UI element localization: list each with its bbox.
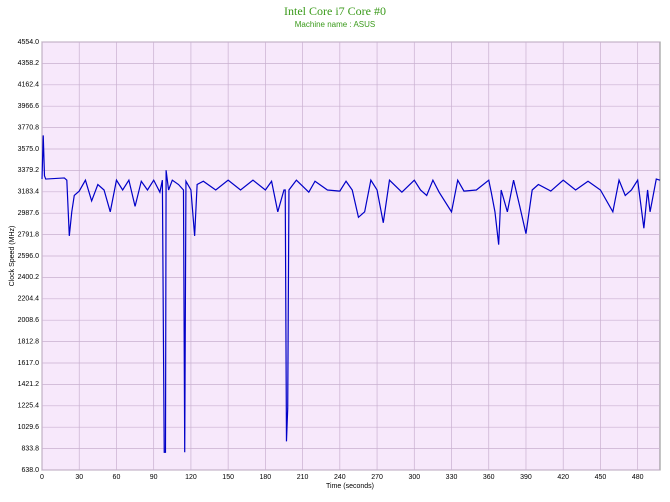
x-tick-label: 30 — [75, 474, 83, 481]
y-tick-label: 1617.0 — [18, 360, 40, 367]
y-tick-label: 4358.2 — [18, 60, 40, 67]
y-tick-label: 2987.6 — [18, 210, 40, 217]
y-tick-label: 1029.6 — [18, 424, 40, 431]
x-tick-label: 360 — [483, 474, 495, 481]
x-tick-label: 210 — [297, 474, 309, 481]
y-tick-label: 4554.0 — [18, 39, 40, 46]
y-tick-label: 2400.2 — [18, 274, 40, 281]
y-tick-label: 1421.2 — [18, 381, 40, 388]
y-tick-label: 3379.2 — [18, 167, 40, 174]
y-tick-label: 1812.8 — [18, 338, 40, 345]
x-tick-label: 180 — [260, 474, 272, 481]
y-tick-label: 2008.6 — [18, 317, 40, 324]
x-tick-label: 330 — [446, 474, 458, 481]
y-tick-label: 2791.8 — [18, 231, 40, 238]
x-tick-label: 300 — [408, 474, 420, 481]
chart-title: Intel Core i7 Core #0 — [284, 4, 386, 18]
y-tick-label: 3966.6 — [18, 103, 40, 110]
x-tick-label: 120 — [185, 474, 197, 481]
y-tick-label: 833.8 — [21, 445, 39, 452]
x-tick-label: 0 — [40, 474, 44, 481]
y-tick-label: 2596.0 — [18, 253, 40, 260]
y-tick-label: 1225.4 — [18, 403, 40, 410]
x-tick-label: 150 — [222, 474, 234, 481]
y-tick-label: 3575.0 — [18, 146, 40, 153]
chart-subtitle: Machine name : ASUS — [295, 20, 375, 29]
x-axis-label: Time (seconds) — [326, 483, 374, 490]
x-tick-label: 90 — [150, 474, 158, 481]
y-axis-label: Clock Speed (MHz) — [9, 226, 16, 287]
x-tick-label: 480 — [632, 474, 644, 481]
y-tick-label: 4162.4 — [18, 82, 40, 89]
data-line — [41, 135, 661, 453]
y-tick-label: 3770.8 — [18, 124, 40, 131]
x-tick-label: 270 — [371, 474, 383, 481]
y-tick-label: 638.0 — [21, 467, 39, 474]
x-tick-label: 390 — [520, 474, 532, 481]
x-tick-label: 450 — [595, 474, 607, 481]
x-tick-label: 60 — [113, 474, 121, 481]
y-tick-label: 2204.4 — [18, 296, 40, 303]
y-tick-label: 3183.4 — [18, 189, 40, 196]
x-tick-label: 240 — [334, 474, 346, 481]
x-tick-label: 420 — [557, 474, 569, 481]
